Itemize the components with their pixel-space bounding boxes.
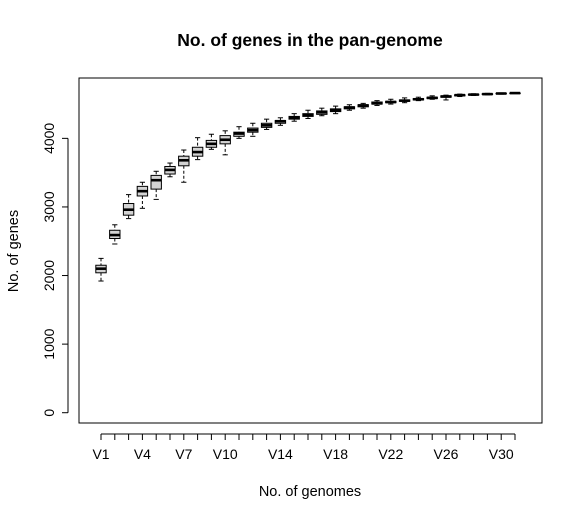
box-V2 xyxy=(109,224,121,245)
y-axis: 0 1000 2000 3000 4000 xyxy=(41,123,69,417)
box-V8 xyxy=(191,137,204,161)
y-tick-label: 2000 xyxy=(41,260,57,291)
box-V29 xyxy=(481,92,494,96)
box-V16 xyxy=(302,109,314,119)
x-axis-label: No. of genomes xyxy=(259,484,361,500)
box-V5 xyxy=(150,170,162,200)
box-V1 xyxy=(95,257,107,282)
x-tick-label: V26 xyxy=(434,446,459,462)
plot-frame xyxy=(78,77,543,424)
y-tick-label: 1000 xyxy=(41,328,57,359)
box-V17 xyxy=(316,107,328,117)
x-tick-label: V18 xyxy=(323,446,348,462)
x-tick-label: V22 xyxy=(378,446,403,462)
x-tick-label: V7 xyxy=(175,446,192,462)
boxes-group xyxy=(95,91,521,282)
box-V12 xyxy=(247,122,259,137)
box-V7 xyxy=(178,149,190,183)
x-tick-label: V4 xyxy=(134,446,151,462)
x-tick-label: V10 xyxy=(213,446,238,462)
box-V18 xyxy=(329,105,342,115)
y-axis-label: No. of genes xyxy=(6,210,22,292)
box-V10 xyxy=(219,130,231,156)
box-V3 xyxy=(122,194,135,220)
x-axis: V1 V4 V7 V10 V14 V18 V22 V26 V30 xyxy=(92,433,516,462)
x-tick-label: V30 xyxy=(489,446,514,462)
box-V15 xyxy=(288,113,300,122)
box-V31 xyxy=(509,91,521,95)
box-V23 xyxy=(398,97,411,104)
y-tick-label: 4000 xyxy=(41,123,57,154)
box-V11 xyxy=(233,126,245,139)
x-tick-label: V1 xyxy=(92,446,109,462)
box-V4 xyxy=(136,181,149,209)
box-V9 xyxy=(205,133,218,150)
box-V24 xyxy=(412,96,425,102)
box-V30 xyxy=(495,92,507,95)
box-V25 xyxy=(426,95,438,100)
y-tick-label: 0 xyxy=(41,409,57,417)
box-V13 xyxy=(260,118,273,130)
box-V26 xyxy=(440,94,452,101)
box-V14 xyxy=(274,117,287,126)
box-V27 xyxy=(454,93,466,98)
box-V22 xyxy=(385,98,397,105)
box-V28 xyxy=(467,93,480,96)
box-V21 xyxy=(371,100,383,106)
box-V6 xyxy=(164,162,176,178)
box-V19 xyxy=(343,104,356,111)
y-tick-label: 3000 xyxy=(41,191,57,222)
box-iqr xyxy=(150,174,162,190)
x-tick-label: V14 xyxy=(268,446,293,462)
box-V20 xyxy=(357,102,369,109)
chart-title: No. of genes in the pan-genome xyxy=(177,30,443,50)
